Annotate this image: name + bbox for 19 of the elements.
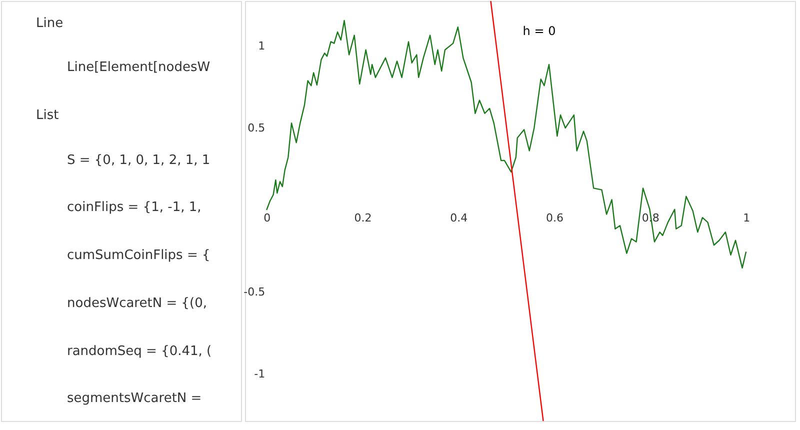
text: segmentsWcaretN = xyxy=(67,391,202,406)
x-tick-label: 1 xyxy=(743,212,750,225)
text: nodesWcaretN = {(0, xyxy=(67,296,207,311)
text: coinFlips = {1, -1, 1, xyxy=(67,200,202,215)
y-tick-label: 1 xyxy=(258,39,266,52)
text: Line xyxy=(36,16,64,31)
y-tick-label: 0.5 xyxy=(248,121,266,134)
annotation: h = 0 xyxy=(522,24,556,38)
text: randomSeq = {0.41, ( xyxy=(67,344,212,359)
text: List xyxy=(36,108,59,123)
x-tick-label: 0 xyxy=(264,212,271,225)
x-tick-label: 0.4 xyxy=(450,212,468,225)
x-tick-label: 0.2 xyxy=(354,212,372,225)
text: cumSumCoinFlips = { xyxy=(67,248,210,263)
y-tick-label: -0.5 xyxy=(244,286,266,299)
text: S = {0, 1, 0, 1, 2, 1, 1 xyxy=(67,153,210,168)
x-tick-label: 0.6 xyxy=(546,212,564,225)
y-tick-label: -1 xyxy=(254,368,266,381)
text: Line[Element[nodesW xyxy=(67,60,210,75)
